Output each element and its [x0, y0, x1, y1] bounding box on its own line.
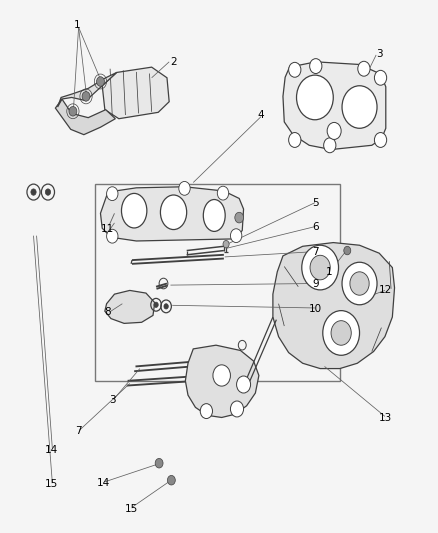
Polygon shape: [57, 72, 117, 107]
Circle shape: [341, 86, 376, 128]
Ellipse shape: [160, 195, 186, 230]
Circle shape: [323, 138, 335, 153]
Circle shape: [230, 229, 241, 243]
Circle shape: [296, 75, 332, 120]
Circle shape: [153, 302, 158, 308]
Text: 7: 7: [75, 426, 82, 437]
Text: 1: 1: [74, 20, 81, 30]
Circle shape: [301, 245, 338, 290]
Text: 15: 15: [124, 504, 138, 514]
Text: 9: 9: [312, 279, 318, 288]
Circle shape: [230, 401, 243, 417]
Circle shape: [288, 62, 300, 77]
Text: 7: 7: [312, 247, 318, 256]
Text: 10: 10: [308, 304, 321, 314]
Circle shape: [357, 61, 369, 76]
Circle shape: [349, 272, 368, 295]
Text: 6: 6: [312, 222, 318, 232]
Text: 14: 14: [44, 445, 57, 455]
Polygon shape: [272, 243, 394, 368]
Circle shape: [326, 123, 340, 140]
Circle shape: [69, 107, 77, 116]
Polygon shape: [185, 345, 258, 417]
Circle shape: [155, 458, 162, 468]
Circle shape: [309, 255, 329, 280]
Circle shape: [106, 229, 118, 243]
Ellipse shape: [203, 199, 225, 231]
Bar: [95, 184, 339, 381]
Circle shape: [217, 186, 228, 200]
Text: 8: 8: [104, 306, 111, 317]
Text: 1: 1: [325, 267, 332, 277]
Circle shape: [341, 262, 376, 305]
Circle shape: [330, 321, 350, 345]
Polygon shape: [105, 290, 154, 324]
Circle shape: [167, 475, 175, 485]
Polygon shape: [55, 99, 115, 135]
Polygon shape: [283, 62, 385, 150]
Circle shape: [31, 189, 36, 195]
Circle shape: [163, 304, 168, 309]
Circle shape: [236, 376, 250, 393]
Circle shape: [343, 246, 350, 255]
Circle shape: [96, 77, 104, 86]
Circle shape: [106, 187, 118, 200]
Text: 2: 2: [170, 57, 177, 67]
Circle shape: [200, 403, 212, 418]
Circle shape: [322, 311, 359, 356]
Text: 12: 12: [378, 286, 392, 295]
Polygon shape: [100, 187, 243, 241]
Text: 3: 3: [109, 395, 115, 406]
Text: 5: 5: [312, 198, 318, 208]
Text: 15: 15: [44, 480, 57, 489]
Text: 11: 11: [101, 224, 114, 235]
Circle shape: [178, 181, 190, 195]
Polygon shape: [102, 67, 169, 119]
Circle shape: [223, 240, 229, 248]
Text: 14: 14: [97, 479, 110, 488]
Circle shape: [45, 189, 50, 195]
Circle shape: [212, 365, 230, 386]
Text: 3: 3: [375, 49, 381, 59]
Text: 4: 4: [257, 110, 264, 120]
Circle shape: [374, 133, 386, 148]
Text: 13: 13: [378, 413, 392, 423]
Circle shape: [234, 212, 243, 223]
Circle shape: [374, 70, 386, 85]
Circle shape: [309, 59, 321, 74]
Circle shape: [82, 92, 90, 101]
Ellipse shape: [121, 193, 147, 228]
Circle shape: [288, 133, 300, 148]
